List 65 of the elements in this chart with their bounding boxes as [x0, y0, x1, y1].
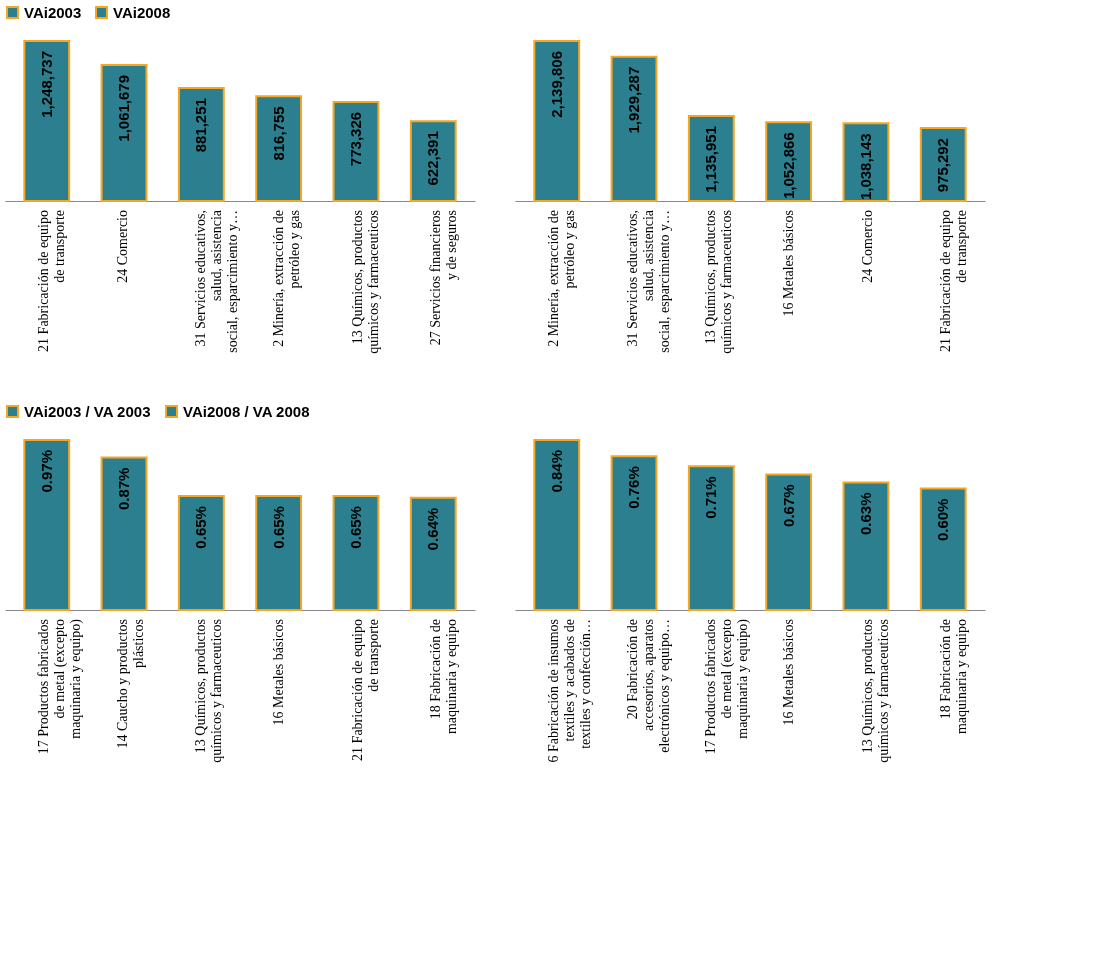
data-label: 0.65%: [346, 506, 364, 549]
data-label: 0.87%: [115, 467, 133, 511]
bar: [332, 100, 380, 202]
bar: [842, 481, 890, 611]
bar: [919, 127, 967, 202]
bar: [610, 55, 658, 202]
bar: [255, 95, 303, 202]
data-label: 0.64%: [424, 507, 442, 551]
x-tick-label: 16 Metales básicos: [271, 619, 287, 726]
bar: [687, 465, 735, 611]
bar: [409, 496, 457, 611]
data-label: 0.67%: [779, 484, 797, 527]
x-tick-label: 17 Productos fabricados de metal (excepto maquinaria y equipo): [36, 618, 85, 755]
x-tick-label: 16 Metales básicos: [781, 619, 797, 726]
x-tick-label: 31 Servicios educativos, salud, asistencia social, esparcimiento y…: [624, 209, 672, 353]
data-label: 0.65%: [269, 506, 287, 549]
bar: [533, 439, 581, 611]
data-label: 0.76%: [625, 466, 643, 509]
data-label: 1,052,866: [779, 132, 797, 200]
data-label: 0.71%: [702, 476, 720, 519]
x-tick-label: 24 Comercio: [859, 210, 875, 283]
data-label: 1,135,951: [702, 126, 720, 193]
x-tick-label: 17 Productos fabricados de metal (excepto maquinaria y equipo): [702, 618, 751, 755]
bar: [533, 40, 581, 202]
bar: [409, 120, 457, 202]
x-tick-label: 21 Fabricación de equipo de transporte: [36, 210, 68, 352]
x-tick-label: 2 Minería, extracción de petróleo y gas: [546, 210, 578, 347]
x-tick-label: 21 Fabricación de equipo de transporte: [937, 210, 969, 352]
data-label: 0.63%: [856, 492, 874, 536]
bar: [100, 63, 148, 202]
bar: [687, 115, 735, 202]
data-label: 1,061,679: [115, 74, 133, 142]
bar: [177, 87, 225, 202]
data-label: 622,391: [424, 131, 442, 186]
bar: [23, 40, 71, 202]
text: VAi2008: [113, 3, 171, 21]
x-tick-label: 6 Fabricación de insumos textiles y acabados de textiles y confección…: [546, 619, 594, 763]
bar: [765, 473, 813, 611]
bar: [23, 439, 71, 611]
data-label: 0.84%: [547, 450, 565, 493]
bar: [100, 456, 148, 611]
legend-label: VAi2003: [24, 3, 82, 21]
data-label: 2,139,806: [547, 51, 565, 118]
bar: [255, 495, 303, 611]
data-label: 1,929,287: [625, 66, 643, 134]
bar: [610, 455, 658, 611]
bar: [332, 495, 380, 611]
x-tick-label: 24 Comercio: [114, 210, 130, 283]
x-tick-label: 31 Servicios educativos, salud, asistencia social, esparcimiento y…: [192, 209, 240, 353]
x-tick-label: 16 Metales básicos: [781, 210, 797, 317]
x-tick-label: 21 Fabricación de equipo de transporte: [349, 619, 381, 761]
data-label: 0.60%: [934, 498, 952, 542]
legend-label: VAi2003 / VA 2003: [24, 402, 151, 420]
data-label: 773,326: [346, 111, 364, 167]
data-label: 975,292: [934, 138, 952, 193]
data-label: 1,038,143: [856, 133, 874, 201]
x-tick-label: 20 Fabricación de accesorios, aparatos electrónicos y equipo…: [624, 619, 672, 753]
data-label: 816,755: [269, 106, 287, 161]
text: VAi2008 / VA 2008: [183, 402, 310, 420]
bar: [177, 495, 225, 611]
bar: [919, 487, 967, 611]
data-label: 0.97%: [37, 450, 55, 493]
data-label: 1,248,737: [37, 51, 55, 118]
data-label: 881,251: [192, 98, 210, 153]
data-label: 0.65%: [192, 506, 210, 549]
